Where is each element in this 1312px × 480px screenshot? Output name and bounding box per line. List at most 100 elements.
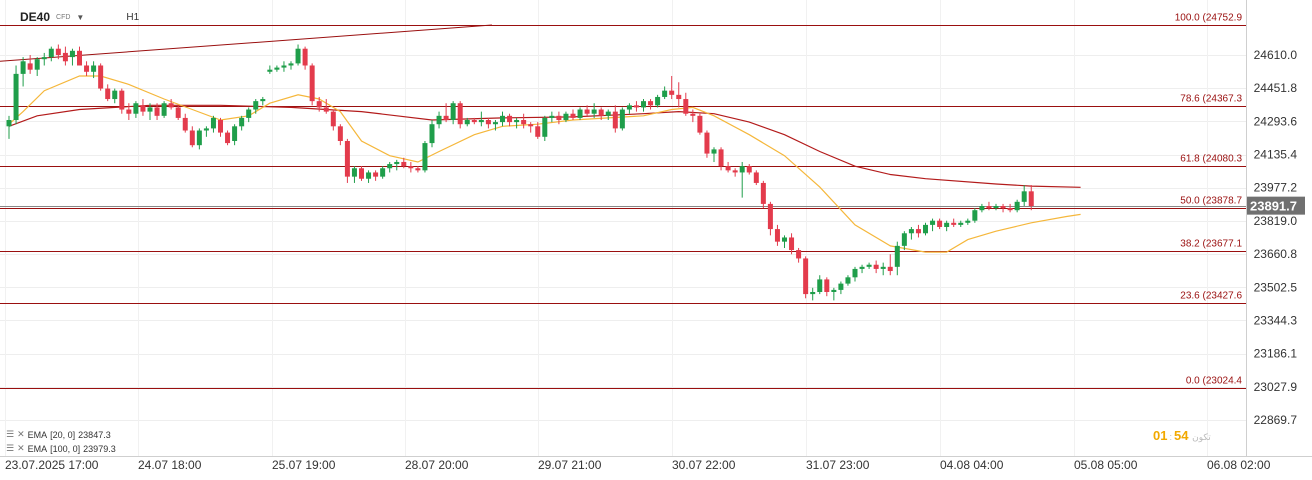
candle: [965, 218, 971, 225]
candle: [915, 224, 921, 238]
candle: [972, 208, 978, 223]
candle-body: [62, 52, 68, 62]
candle-body: [41, 57, 47, 60]
candle: [154, 103, 160, 121]
candle-body: [570, 113, 576, 118]
candle-body: [337, 126, 343, 141]
candle: [457, 101, 463, 129]
x-tick-label: 04.08 04:00: [940, 458, 1004, 472]
candle-body: [612, 111, 618, 129]
candle: [521, 113, 527, 129]
candle-body: [429, 124, 435, 144]
candle-body: [845, 277, 851, 284]
candle: [831, 287, 837, 301]
candle-body: [175, 107, 181, 118]
candle: [944, 220, 950, 232]
settings-icon[interactable]: ☰: [6, 443, 15, 453]
candle-body: [859, 266, 865, 269]
candle: [732, 168, 738, 177]
settings-icon[interactable]: ☰: [6, 429, 15, 439]
candle: [591, 103, 597, 118]
candle: [140, 99, 146, 116]
candle-body: [98, 65, 104, 89]
close-icon[interactable]: ✕: [17, 443, 25, 453]
candle-body: [351, 168, 357, 177]
candle-body: [246, 109, 252, 118]
fib-level-label: 0.0 (23024.4: [1186, 376, 1243, 387]
candle-body: [140, 105, 146, 112]
y-tick-label: 24610.0: [1254, 48, 1298, 62]
candle-body: [746, 166, 752, 173]
candle: [542, 115, 548, 141]
candle-body: [6, 120, 12, 127]
candle-body: [923, 224, 928, 234]
candle: [782, 235, 787, 248]
candle-body: [105, 88, 111, 100]
candle: [612, 105, 618, 133]
candle-body: [732, 170, 738, 173]
candle: [894, 241, 900, 276]
timeframe-selector[interactable]: H1: [126, 11, 140, 23]
candle: [1014, 199, 1020, 213]
candle-body: [288, 63, 294, 66]
candle: [563, 111, 569, 123]
candle-body: [13, 73, 19, 121]
x-tick-label: 23.07.2025 17:00: [5, 458, 99, 472]
close-icon[interactable]: ✕: [17, 429, 25, 439]
candle: [182, 113, 188, 133]
candle: [119, 88, 125, 114]
candle-body: [655, 96, 661, 106]
candle-body: [774, 229, 780, 242]
candle-body: [196, 130, 202, 146]
candle: [923, 222, 928, 236]
candle-body: [873, 264, 879, 269]
countdown-label: تكون: [1192, 432, 1211, 442]
candle-body: [852, 268, 858, 278]
symbol-label[interactable]: DE40: [20, 10, 51, 24]
y-tick-label: 23819.0: [1254, 214, 1298, 228]
candle: [1021, 185, 1027, 207]
x-tick-label: 28.07 20:00: [405, 458, 469, 472]
candle: [112, 88, 118, 104]
candle: [485, 117, 491, 129]
candle-body: [394, 161, 400, 165]
candle-body: [218, 120, 223, 133]
candle: [429, 120, 435, 148]
candle-body: [894, 245, 900, 267]
candle: [422, 140, 428, 173]
candle-body: [605, 111, 611, 116]
candle: [288, 61, 294, 70]
fibonacci-retracement[interactable]: 100.0 (24752.9 78.6 (24367.3 61.8 (24080.3…: [0, 13, 1246, 389]
candle-body: [760, 182, 766, 204]
fib-level-label: 78.6 (24367.3: [1180, 94, 1242, 105]
candle-body: [436, 115, 442, 125]
y-tick-label: 22869.7: [1254, 413, 1298, 427]
candle: [774, 224, 780, 246]
symbol-dropdown-icon[interactable]: ▼: [76, 12, 85, 22]
candle: [295, 44, 301, 66]
ema20-legend: ☰ ✕ EMA [20, 0] 23847.3: [6, 429, 111, 440]
candle-body: [683, 99, 689, 114]
candle-body: [718, 149, 724, 167]
candle-body: [91, 65, 97, 72]
y-tick-label: 23027.9: [1254, 380, 1298, 394]
candle: [514, 117, 520, 129]
candle-body: [662, 90, 668, 97]
candle: [901, 231, 907, 251]
y-tick-label: 23344.3: [1254, 313, 1298, 327]
candle-body: [979, 206, 985, 211]
candle: [13, 65, 19, 125]
candle: [633, 101, 639, 112]
ema100-line: [8, 104, 1081, 188]
candle: [492, 120, 498, 131]
candle-body: [302, 48, 308, 66]
candle: [147, 103, 153, 121]
candle-body: [366, 172, 372, 179]
candle-body: [55, 48, 61, 55]
ema100-value: 23979.3: [83, 443, 116, 454]
candle: [704, 130, 710, 158]
ema20-params: [20, 0]: [50, 429, 76, 440]
candle-body: [1021, 191, 1027, 202]
candle: [309, 63, 315, 106]
